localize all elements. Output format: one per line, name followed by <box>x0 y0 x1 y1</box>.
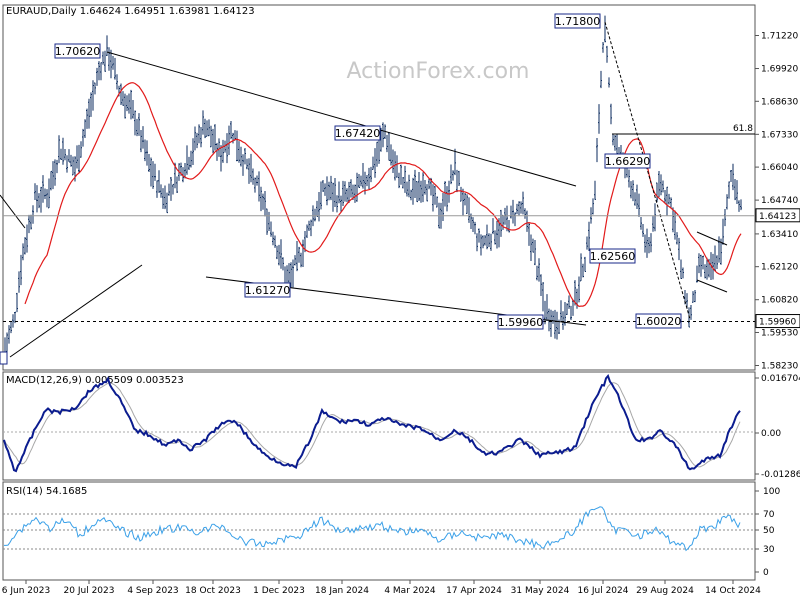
x-tick-label: 4 Mar 2024 <box>384 586 436 596</box>
annotation-label: 1.70620 <box>55 45 101 58</box>
annotation-box <box>54 43 101 59</box>
price-y-tick-label: 1.64740 <box>761 196 798 206</box>
price-panel-frame <box>2 4 756 371</box>
rising-trendline <box>9 264 143 358</box>
x-tick-label: 6 Jun 2023 <box>2 586 50 596</box>
current-price-label: 1.64123 <box>759 212 796 222</box>
rsi-line <box>4 506 741 552</box>
annotation-label: 1.60020 <box>636 315 682 328</box>
macd-y-tick-label: -0.012869 <box>761 470 800 480</box>
rsi-header: RSI(14) 54.1685 <box>6 486 87 497</box>
x-tick-label: 29 Aug 2024 <box>636 586 694 596</box>
annotation-label: 1.62560 <box>590 250 636 263</box>
x-tick-label: 4 Sep 2023 <box>127 586 178 596</box>
x-tick-label: 18 Oct 2023 <box>185 586 241 596</box>
x-tick-label: 17 Apr 2024 <box>446 586 502 596</box>
macd-header: MACD(12,26,9) 0.005509 0.003523 <box>6 375 184 386</box>
dashed-projection-line <box>604 21 691 320</box>
x-tick-label: 1 Dec 2023 <box>253 586 305 596</box>
price-y-tick-label: 1.66040 <box>761 163 798 173</box>
price-y-tick-label: 1.60820 <box>761 296 798 306</box>
support-price-box <box>755 314 800 329</box>
annotation-box <box>589 248 636 264</box>
watermark: ActionForex.com <box>347 59 530 84</box>
price-y-tick-label: 1.68630 <box>761 97 798 107</box>
rsi-panel-frame <box>2 481 756 581</box>
annotation-label: 1.67420 <box>335 127 381 140</box>
macd-y-tick-label: 0.00 <box>761 429 781 439</box>
price-y-tick-label: 1.63410 <box>761 230 798 240</box>
annotation-box <box>497 314 544 330</box>
price-y-tick-label: 1.58230 <box>761 362 798 372</box>
rsi-y-tick-label: 70 <box>763 510 775 520</box>
channel-lower-line <box>696 279 728 293</box>
x-tick-label: 14 Oct 2024 <box>705 586 761 596</box>
annotation-label: 1.66290 <box>605 155 651 168</box>
left-edge-box <box>0 351 8 365</box>
x-tick-label: 20 Jul 2023 <box>64 586 115 596</box>
annotation-box <box>635 313 682 329</box>
price-y-tick-label: 1.71220 <box>761 32 798 42</box>
macd-panel-frame <box>2 371 756 481</box>
annotation-box <box>554 13 601 29</box>
annotation-box <box>244 282 291 298</box>
price-y-tick-label: 1.62120 <box>761 263 798 273</box>
upper-trendline <box>106 51 577 187</box>
macd-y-tick-label: 0.016704 <box>761 374 800 384</box>
rsi-y-tick-label: 30 <box>763 545 775 555</box>
price-y-tick-label: 1.67330 <box>761 130 798 140</box>
x-tick-label: 31 May 2024 <box>511 586 570 596</box>
price-y-tick-label: 1.69920 <box>761 65 798 75</box>
price-header: EURAUD,Daily 1.64624 1.64951 1.63981 1.6… <box>6 6 255 17</box>
x-tick-label: 16 Jul 2024 <box>578 586 629 596</box>
support-price-label: 1.59960 <box>759 318 796 328</box>
fib-618-label: 61.8 <box>733 124 753 134</box>
annotation-label: 1.59960 <box>498 316 544 329</box>
x-tick-label: 18 Jan 2024 <box>315 586 369 596</box>
rsi-y-tick-label: 0 <box>763 568 769 578</box>
annotation-box <box>334 125 381 141</box>
annotation-label: 1.61270 <box>245 284 291 297</box>
rsi-y-tick-label: 100 <box>763 487 780 497</box>
price-y-tick-label: 1.59530 <box>761 328 798 338</box>
channel-upper-line <box>696 231 728 246</box>
rsi-y-tick-label: 50 <box>763 526 775 536</box>
annotation-box <box>604 153 651 169</box>
current-price-box <box>755 208 800 223</box>
left-trendline <box>0 194 26 229</box>
annotation-label: 1.71800 <box>555 15 601 28</box>
macd-line <box>3 374 741 473</box>
